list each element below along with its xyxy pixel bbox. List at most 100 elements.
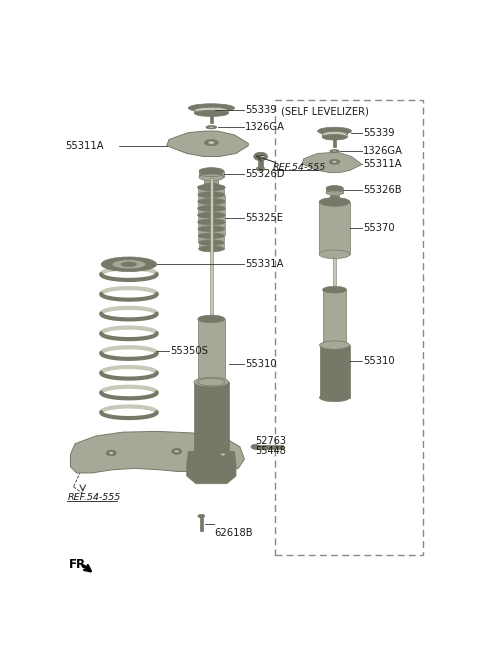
Text: REF.54-555: REF.54-555	[273, 163, 326, 172]
Text: 55339: 55339	[245, 106, 277, 115]
Bar	[333, 255, 336, 285]
Ellipse shape	[319, 197, 350, 206]
Ellipse shape	[112, 260, 146, 269]
Text: 55350S: 55350S	[170, 346, 208, 356]
Bar	[198, 188, 225, 194]
Ellipse shape	[194, 377, 228, 387]
Ellipse shape	[174, 450, 179, 453]
Bar	[326, 188, 343, 193]
Bar	[330, 193, 339, 197]
Ellipse shape	[198, 219, 225, 225]
Ellipse shape	[319, 250, 350, 258]
Ellipse shape	[198, 185, 225, 191]
Ellipse shape	[257, 155, 264, 158]
Ellipse shape	[199, 174, 224, 181]
Polygon shape	[302, 153, 361, 173]
Bar	[197, 215, 225, 222]
Text: FR.: FR.	[69, 558, 91, 571]
Bar	[323, 290, 347, 345]
Ellipse shape	[172, 449, 182, 455]
Ellipse shape	[188, 104, 234, 112]
Bar	[210, 178, 213, 341]
Ellipse shape	[322, 131, 347, 137]
Text: 52763: 52763	[255, 436, 286, 446]
Bar	[198, 195, 225, 201]
Ellipse shape	[101, 257, 156, 272]
Bar	[258, 158, 263, 169]
Ellipse shape	[330, 150, 339, 153]
Bar	[333, 136, 336, 147]
Bar	[197, 209, 225, 215]
Ellipse shape	[251, 444, 260, 449]
Text: (SELF LEVELIZER): (SELF LEVELIZER)	[281, 107, 369, 117]
Bar	[255, 445, 283, 449]
Ellipse shape	[197, 212, 225, 218]
Bar	[199, 243, 224, 249]
Ellipse shape	[197, 205, 225, 211]
Ellipse shape	[332, 150, 337, 152]
Polygon shape	[71, 432, 244, 473]
Ellipse shape	[254, 152, 267, 161]
Text: 55326B: 55326B	[363, 186, 402, 195]
Ellipse shape	[323, 342, 347, 348]
Ellipse shape	[323, 287, 347, 293]
Text: 55310: 55310	[363, 356, 395, 365]
Text: 55325E: 55325E	[245, 213, 283, 223]
Ellipse shape	[326, 190, 343, 195]
Ellipse shape	[206, 125, 217, 129]
Ellipse shape	[106, 450, 116, 456]
Text: 55311A: 55311A	[65, 140, 104, 151]
Ellipse shape	[198, 379, 225, 386]
Bar	[320, 345, 349, 398]
Bar	[194, 110, 228, 113]
Ellipse shape	[198, 199, 225, 205]
Ellipse shape	[204, 183, 218, 187]
Text: 62618B: 62618B	[215, 528, 253, 538]
Text: 55310: 55310	[245, 359, 277, 369]
Text: 1326GA: 1326GA	[245, 122, 285, 133]
Ellipse shape	[194, 107, 228, 113]
Ellipse shape	[198, 379, 225, 386]
Ellipse shape	[218, 451, 228, 457]
Bar	[198, 201, 225, 208]
Ellipse shape	[194, 447, 228, 457]
Bar	[210, 113, 213, 123]
Ellipse shape	[198, 226, 225, 232]
Text: 55331A: 55331A	[245, 259, 284, 270]
Ellipse shape	[318, 127, 351, 135]
Polygon shape	[167, 131, 248, 157]
Ellipse shape	[332, 161, 337, 163]
Ellipse shape	[320, 394, 349, 401]
Bar	[200, 516, 203, 531]
Ellipse shape	[109, 451, 114, 455]
Bar	[319, 202, 350, 255]
Ellipse shape	[209, 126, 214, 128]
Ellipse shape	[220, 453, 226, 456]
Text: 55448: 55448	[255, 446, 286, 457]
Text: 1326GA: 1326GA	[363, 146, 403, 156]
Polygon shape	[187, 451, 236, 483]
Bar	[198, 229, 225, 236]
Bar	[322, 134, 347, 137]
Ellipse shape	[199, 246, 224, 252]
Ellipse shape	[198, 192, 225, 197]
Text: 55311A: 55311A	[363, 159, 402, 169]
Ellipse shape	[199, 240, 224, 245]
Bar	[275, 100, 423, 554]
Text: 55339: 55339	[363, 129, 395, 138]
Bar	[199, 171, 224, 177]
Text: REF.54-555: REF.54-555	[67, 493, 120, 502]
Ellipse shape	[121, 262, 137, 266]
Text: 55326D: 55326D	[245, 169, 285, 179]
Bar	[198, 319, 225, 382]
Ellipse shape	[208, 141, 215, 144]
Ellipse shape	[329, 159, 340, 165]
Ellipse shape	[198, 315, 225, 323]
Text: 55370: 55370	[363, 223, 395, 233]
Ellipse shape	[330, 195, 339, 199]
Ellipse shape	[204, 140, 218, 146]
Ellipse shape	[198, 233, 225, 239]
Ellipse shape	[322, 134, 347, 140]
Bar	[204, 177, 218, 185]
Bar	[194, 382, 228, 451]
